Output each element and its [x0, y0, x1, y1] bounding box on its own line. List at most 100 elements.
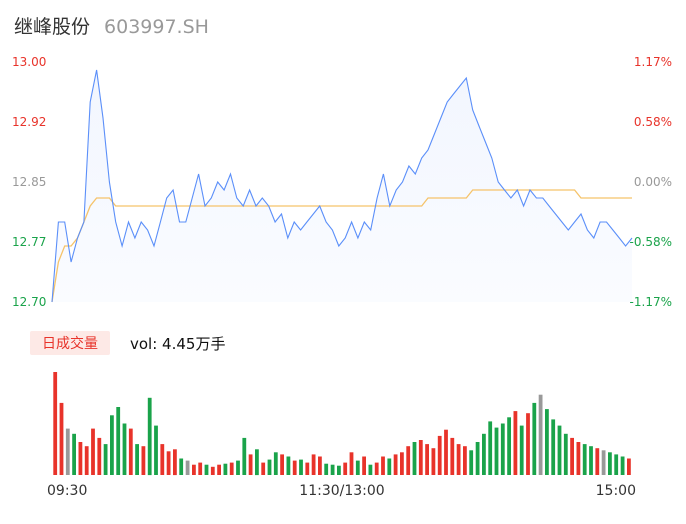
volume-bar — [292, 460, 297, 475]
volume-bar — [135, 444, 139, 475]
price-tick-label: 13.00 — [12, 55, 46, 69]
volume-bar — [286, 456, 291, 475]
volume-bar — [236, 460, 240, 475]
volume-bar — [267, 459, 272, 475]
volume-bar — [204, 464, 209, 475]
volume-bar — [318, 456, 322, 475]
volume-bar — [475, 442, 480, 475]
time-axis: 09:30 11:30/13:00 15:00 — [47, 483, 636, 499]
volume-bar — [116, 407, 121, 475]
volume-bar — [97, 437, 102, 475]
volume-bar — [72, 433, 76, 475]
volume-bar — [337, 465, 341, 475]
volume-bar — [343, 462, 348, 475]
volume-bar — [488, 421, 493, 475]
volume-bar — [59, 402, 64, 475]
volume-bar — [255, 449, 259, 476]
volume-bar — [381, 456, 385, 475]
volume-bar — [519, 425, 524, 475]
volume-bar — [437, 435, 442, 475]
volume-bar — [147, 397, 152, 476]
percent-tick-label: -1.17% — [630, 295, 672, 309]
volume-bar — [91, 428, 95, 475]
daily-volume-tab[interactable]: 日成交量 — [30, 331, 110, 355]
volume-bar — [557, 425, 562, 475]
volume-bar — [620, 456, 625, 475]
volume-bar — [406, 446, 411, 475]
volume-bar — [217, 464, 221, 475]
price-path — [51, 69, 633, 303]
volume-bar — [324, 463, 329, 475]
percent-tick-label: -0.58% — [630, 235, 672, 249]
percent-axis-right: 1.17% 0.58% 0.00% -0.58% -1.17% — [630, 55, 672, 309]
volume-bar — [513, 411, 518, 475]
volume-bar — [526, 413, 530, 475]
percent-tick-label: 0.58% — [634, 115, 672, 129]
volume-bar — [456, 444, 461, 475]
volume-bar — [601, 450, 606, 475]
volume-bar — [330, 464, 335, 475]
volume-bar — [179, 458, 184, 475]
volume-bar — [469, 450, 474, 475]
volume-bar — [463, 446, 467, 475]
price-area — [52, 70, 632, 302]
stock-header: 继峰股份 603997.SH — [14, 12, 209, 40]
time-tick-label: 11:30/13:00 — [299, 483, 384, 499]
volume-bar — [198, 462, 203, 475]
volume-bar — [589, 446, 593, 475]
volume-bar — [545, 409, 549, 475]
volume-bar — [192, 464, 196, 475]
price-area-fill — [52, 70, 632, 302]
volume-bar — [582, 444, 587, 475]
volume-bar — [431, 448, 436, 475]
volume-bars — [53, 372, 631, 476]
volume-bar — [160, 444, 165, 475]
volume-bar — [242, 437, 247, 475]
volume-bar — [141, 446, 146, 475]
avg-price-path — [51, 189, 632, 303]
volume-bar — [532, 402, 537, 475]
volume-bar — [563, 433, 568, 475]
volume-bar — [400, 452, 404, 475]
volume-bar — [110, 415, 114, 475]
time-tick-label: 15:00 — [596, 483, 636, 499]
percent-tick-label: 1.17% — [634, 55, 672, 69]
volume-bar — [368, 464, 373, 475]
stock-code: 603997.SH — [104, 16, 209, 38]
volume-bar — [614, 454, 619, 475]
volume-bar — [482, 433, 486, 475]
volume-bar — [154, 425, 158, 475]
volume-bar — [185, 460, 190, 475]
volume-bar — [418, 440, 423, 475]
time-tick-label: 09:30 — [47, 483, 87, 499]
percent-tick-label: 0.00% — [634, 175, 672, 189]
volume-bar — [374, 462, 379, 475]
volume-bar — [229, 462, 234, 475]
volume-header: 日成交量 vol: 4.45万手 — [30, 331, 225, 355]
volume-bar — [450, 437, 455, 475]
volume-bar — [595, 448, 600, 475]
volume-bar — [261, 462, 266, 475]
volume-bar — [507, 417, 511, 475]
volume-bar — [84, 446, 89, 475]
volume-bar — [444, 429, 448, 475]
volume-bar — [103, 444, 108, 475]
volume-bar — [551, 419, 556, 475]
volume-bar — [53, 372, 58, 475]
volume-bar — [500, 423, 505, 475]
volume-readout: vol: 4.45万手 — [130, 334, 226, 353]
volume-bar — [393, 454, 398, 475]
volume-bar — [78, 442, 83, 475]
volume-bar — [355, 460, 360, 475]
volume-bar — [311, 454, 316, 475]
volume-bar — [122, 423, 127, 475]
price-tick-label: 12.85 — [12, 175, 46, 189]
volume-bar — [538, 394, 543, 475]
volume-bar — [273, 452, 278, 475]
price-line — [51, 69, 633, 303]
volume-bar — [128, 428, 133, 475]
volume-bar — [576, 442, 581, 475]
price-axis-left: 13.00 12.92 12.85 12.77 12.70 — [12, 55, 46, 309]
price-tick-label: 12.92 — [12, 115, 46, 129]
